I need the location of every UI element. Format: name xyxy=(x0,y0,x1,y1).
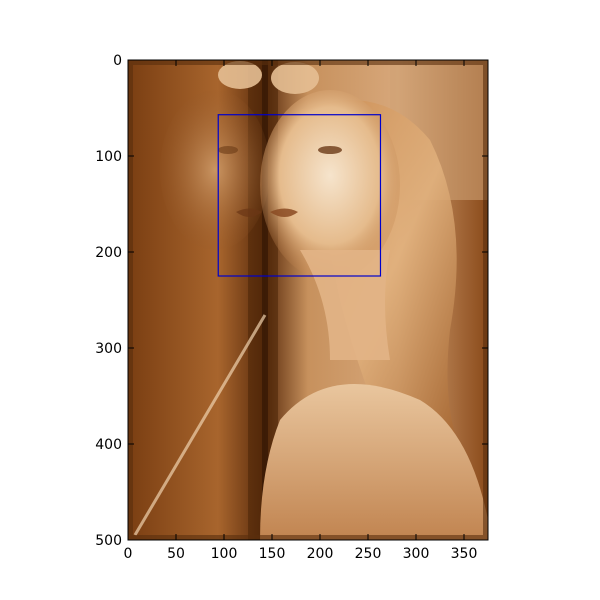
y-tick-label: 0 xyxy=(113,53,122,69)
x-tick-label: 300 xyxy=(403,546,430,562)
x-tick-label: 0 xyxy=(124,546,133,562)
x-tick-label: 250 xyxy=(355,546,382,562)
axes-frame xyxy=(127,59,489,541)
y-tick-label: 400 xyxy=(95,437,122,453)
y-tick-label: 500 xyxy=(95,533,122,549)
x-tick-label: 150 xyxy=(259,546,286,562)
x-tick-label: 50 xyxy=(167,546,185,562)
x-tick-label: 350 xyxy=(451,546,478,562)
y-tick-label: 100 xyxy=(95,149,122,165)
y-tick-label: 300 xyxy=(95,341,122,357)
x-tick-label: 200 xyxy=(307,546,334,562)
y-tick-label: 200 xyxy=(95,245,122,261)
x-tick-label: 100 xyxy=(211,546,238,562)
x-axis: 0 50 100 150 200 250 300 350 xyxy=(124,60,478,562)
y-axis: 0 100 200 300 400 500 xyxy=(95,53,488,549)
photo-image xyxy=(128,60,488,540)
face-bounding-box xyxy=(217,114,382,277)
